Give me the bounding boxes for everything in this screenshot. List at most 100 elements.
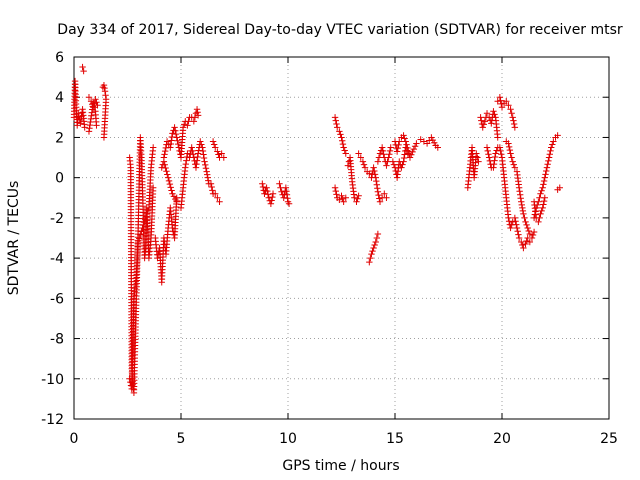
data-point (102, 92, 109, 99)
data-point (386, 147, 394, 155)
x-tick-label: 0 (70, 431, 79, 447)
data-point (172, 195, 179, 203)
data-point (189, 151, 197, 158)
data-point (395, 141, 402, 149)
data-point (212, 190, 219, 197)
data-point (375, 191, 382, 199)
y-tick-label: 0 (55, 171, 64, 187)
data-point (216, 198, 223, 205)
data-point (215, 151, 222, 158)
data-point (332, 187, 339, 195)
data-point (522, 218, 529, 226)
data-point (170, 193, 178, 200)
data-point (77, 116, 85, 124)
data-point (394, 144, 402, 152)
data-point (540, 197, 548, 205)
data-point (183, 157, 190, 164)
data-point (478, 117, 485, 124)
data-point (143, 210, 151, 217)
data-point (491, 157, 498, 164)
data-point (387, 144, 394, 151)
data-point (512, 218, 519, 225)
data-point (351, 194, 358, 201)
data-point (374, 230, 382, 238)
data-point (167, 184, 174, 191)
y-tick-label: 2 (55, 130, 64, 146)
data-point (508, 110, 515, 117)
data-point (338, 134, 345, 141)
data-point (528, 234, 536, 242)
data-point (142, 213, 150, 220)
data-point (518, 198, 525, 205)
data-point (519, 241, 526, 249)
x-tick-label: 5 (177, 431, 186, 447)
data-point (340, 198, 347, 205)
y-tick-label: -12 (41, 412, 64, 428)
data-point (195, 147, 202, 154)
data-point (483, 110, 491, 117)
data-point (389, 158, 397, 165)
data-point (540, 201, 547, 208)
data-point (182, 160, 190, 168)
data-point (149, 144, 157, 151)
data-point (190, 118, 198, 125)
data-point (409, 148, 416, 156)
data-point (284, 195, 291, 202)
x-tick-label: 10 (279, 431, 297, 447)
data-point (181, 121, 188, 128)
data-point (202, 165, 210, 172)
data-point (162, 164, 169, 172)
data-point (163, 168, 170, 175)
data-point (518, 201, 525, 209)
data-point (100, 134, 108, 141)
data-point (269, 193, 276, 201)
data-point (484, 147, 491, 155)
data-point (182, 164, 189, 171)
data-point (481, 118, 489, 125)
data-point (360, 161, 368, 168)
data-point (434, 144, 441, 151)
data-point (530, 228, 538, 236)
data-point (214, 194, 221, 201)
data-point (399, 161, 406, 168)
data-point (338, 192, 345, 199)
data-point (135, 238, 142, 246)
data-point (161, 147, 169, 155)
data-point (522, 240, 529, 248)
data-point (333, 191, 340, 198)
data-point (494, 134, 501, 141)
data-point (537, 210, 544, 218)
data-point (259, 183, 267, 191)
data-point (337, 131, 344, 138)
data-point (101, 84, 108, 92)
data-point (169, 190, 176, 197)
data-point (383, 162, 390, 169)
data-point (183, 153, 191, 161)
data-point (353, 198, 360, 205)
data-point (366, 170, 373, 177)
data-point (483, 144, 491, 151)
data-point (498, 104, 506, 111)
data-point (503, 98, 510, 105)
data-point (515, 184, 523, 191)
data-point (333, 120, 340, 128)
data-point (413, 140, 420, 147)
data-point (332, 117, 339, 124)
data-point (498, 151, 505, 158)
data-point (204, 174, 211, 181)
data-point (400, 132, 407, 139)
data-point (342, 150, 349, 157)
data-point (163, 138, 171, 145)
y-tick-labels: 6 4 2 0 -2 -4 -6 -8 -10 -12 (41, 50, 64, 428)
plot-frame (73, 56, 610, 420)
data-point (336, 128, 343, 135)
data-point (209, 187, 216, 194)
data-point (93, 122, 100, 129)
data-point (339, 137, 346, 144)
data-point (269, 190, 277, 197)
y-tick-label: -8 (50, 332, 64, 348)
data-point (174, 140, 182, 148)
data-point (168, 133, 176, 141)
data-point (138, 228, 145, 235)
data-point (402, 138, 409, 145)
